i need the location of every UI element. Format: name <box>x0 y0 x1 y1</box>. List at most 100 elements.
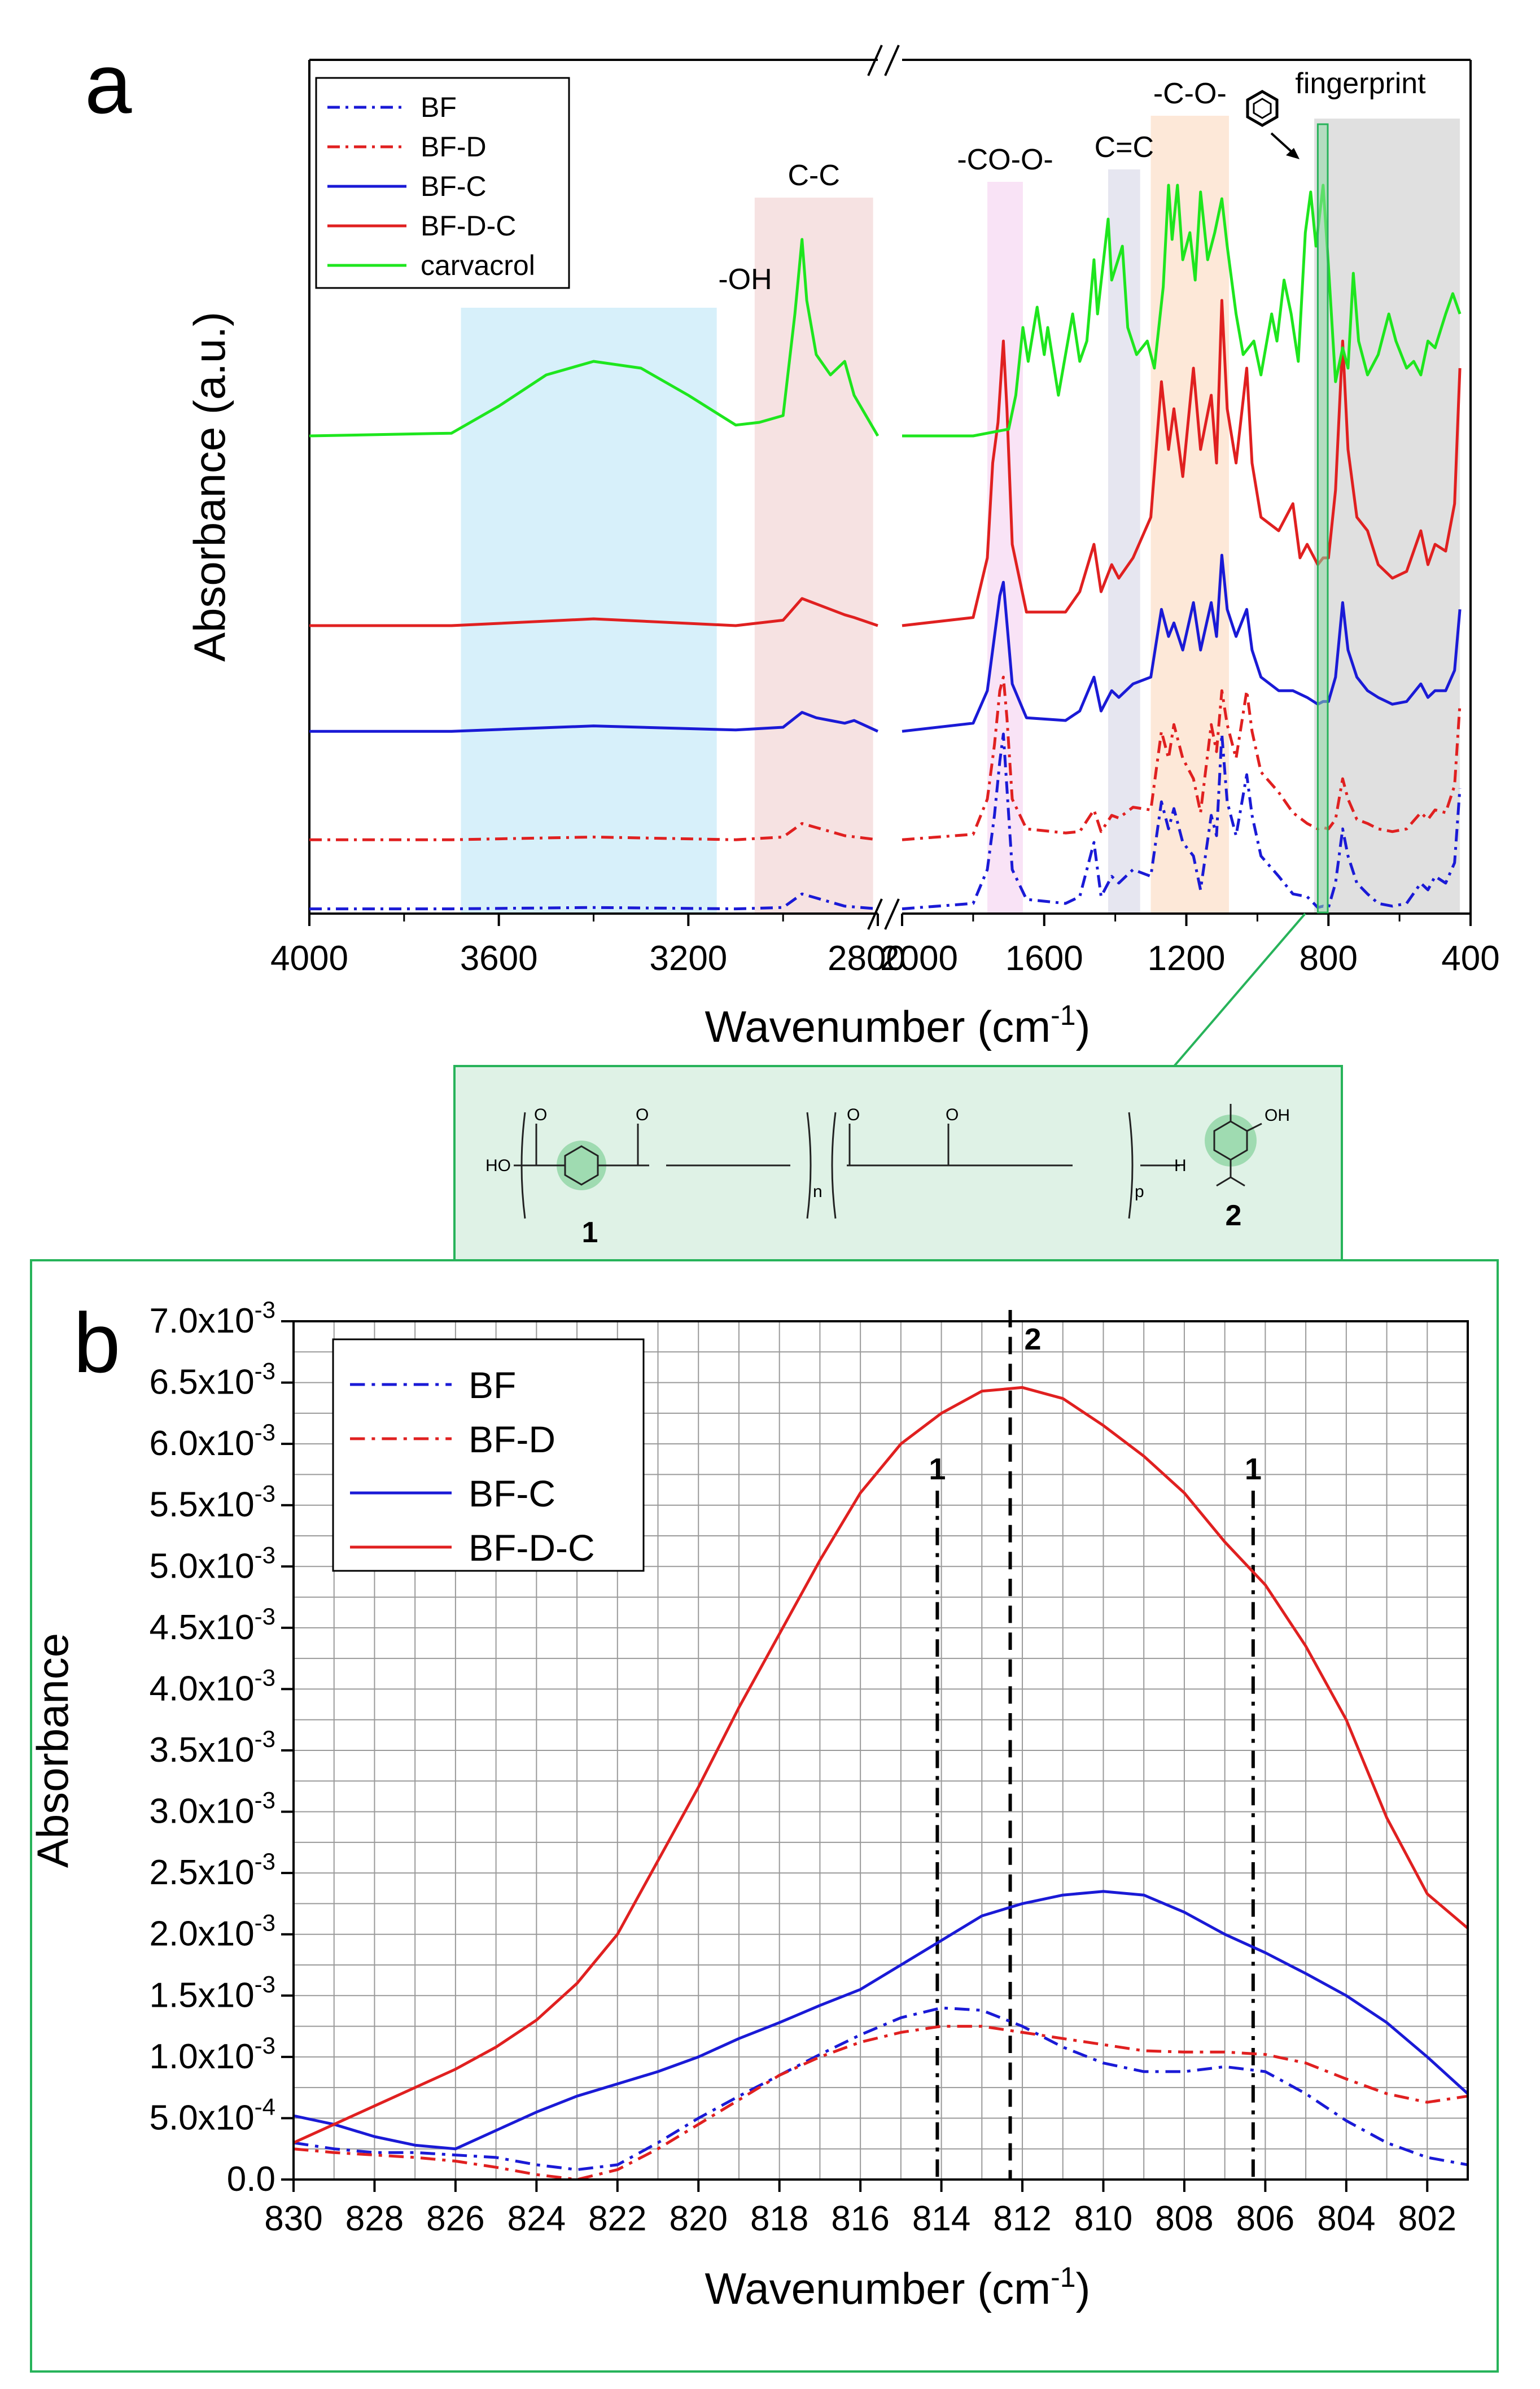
legend-b-label-BF: BF <box>469 1364 516 1406</box>
structure-text-o: O <box>636 1106 649 1124</box>
panel-b-y-tick-label: 4.5x10-3 <box>149 1603 275 1647</box>
panel-a-x-tick-label: 1200 <box>1148 939 1226 978</box>
carvacrol-structure <box>1205 1104 1262 1187</box>
series-b-BF <box>293 2006 1468 2172</box>
panel-b-x-tick-label: 802 <box>1398 2199 1456 2238</box>
panel-b-y-tick-label: 4.0x10-3 <box>149 1664 275 1708</box>
panel-b-x-tick-label: 822 <box>588 2199 646 2238</box>
panel-b-series <box>292 1386 1469 2181</box>
panel-b-x-tick-label: 826 <box>426 2199 484 2238</box>
structure-text-ho: HO <box>485 1156 511 1175</box>
panel-b-y-tick-label: 5.0x10-3 <box>149 1541 275 1586</box>
connector-line <box>1173 912 1306 1067</box>
arrow-icon <box>1270 132 1300 159</box>
band-label-1: C-C <box>788 159 840 192</box>
series-a-BF-D-right <box>902 675 1462 841</box>
structure-text-oh: OH <box>1265 1106 1290 1125</box>
structure-text-h: H <box>1174 1156 1187 1175</box>
panel-a-x-tick-label: 400 <box>1441 939 1499 978</box>
benzene-ring-icon <box>1246 90 1279 127</box>
band-label-2: -CO-O- <box>957 143 1053 176</box>
legend-b-label-BF-D: BF-D <box>469 1418 555 1460</box>
series-a-BF-D-left <box>309 822 878 841</box>
structure-number-2: 2 <box>1226 1199 1242 1232</box>
marker-label-1: 2 <box>1024 1322 1041 1356</box>
panel-b-x-tick-label: 828 <box>345 2199 404 2238</box>
panel-b-y-tick-label: 6.0x10-3 <box>149 1419 275 1463</box>
series-b-BF-D-C <box>292 1386 1469 2145</box>
panel-b-x-tick-label: 812 <box>993 2199 1051 2238</box>
band-2 <box>987 182 1023 912</box>
panel-b-border <box>30 1259 1499 2373</box>
panel-a-x-tick-label: 2000 <box>880 939 958 978</box>
panel-a-band-labels: -OH C-C -CO-O- C=C -C-O- <box>718 77 1226 296</box>
structure-text-o: O <box>946 1106 959 1124</box>
panel-b-x-tick-label: 824 <box>508 2199 566 2238</box>
structure-text-o: O <box>534 1106 547 1124</box>
marker-label-2: 1 <box>1245 1452 1262 1486</box>
panel-b-y-tick-label: 5.0x10-4 <box>149 2093 275 2137</box>
panel-a-x-axis-title: Wavenumber (cm-1) <box>705 999 1090 1051</box>
panel-b-x-tick-label: 820 <box>670 2199 728 2238</box>
panel-b-y-tick-label: 0.0 <box>227 2160 275 2199</box>
series-a-BF-C-left <box>309 711 879 733</box>
band-5 <box>1314 119 1460 912</box>
panel-a-series <box>309 184 1462 911</box>
series-a-BF-D-C-left <box>309 597 878 627</box>
panel-b-legend: BF BF-D BF-C BF-D-C <box>332 1338 645 1572</box>
chemical-structure-box: HO O O O O n p H 1 OH 2 <box>453 1065 1343 1261</box>
panel-a-x-tick-label: 4000 <box>270 939 348 978</box>
structure-text-n: n <box>813 1182 823 1201</box>
marker-label-0: 1 <box>929 1452 946 1486</box>
panel-b-x-tick-label: 804 <box>1317 2199 1375 2238</box>
legend-a-label-BF: BF <box>421 91 457 123</box>
panel-a-legend-box <box>315 77 570 289</box>
legend-a-label-BF-D: BF-D <box>421 131 487 163</box>
panel-b-y-tick-label: 1.5x10-3 <box>149 1971 275 2015</box>
band-label-0: -OH <box>718 263 772 296</box>
panel-b-y-tick-label: 3.5x10-3 <box>149 1726 275 1770</box>
series-a-BF-C-right <box>902 553 1462 733</box>
axis-break-bottom-1 <box>867 898 883 930</box>
panel-a-y-axis-title: Absorbance (a.u.) <box>185 312 234 662</box>
series-a-BF-right <box>902 732 1462 911</box>
panel-a-letter: a <box>85 36 132 131</box>
panel-b: b 121 830 828 826 824 822 820 818 816 814 812 810 8… <box>28 1259 1499 2373</box>
structure-text-p: p <box>1135 1182 1144 1201</box>
panel-b-x-tick-label: 814 <box>912 2199 970 2238</box>
legend-b-label-BF-D-C: BF-D-C <box>469 1527 595 1569</box>
panel-b-x-tick-label: 806 <box>1236 2199 1294 2238</box>
legend-a-label-BF-C: BF-C <box>421 171 487 202</box>
series-a-BF-left <box>309 892 878 911</box>
panel-b-ticks: 830 828 826 824 822 820 818 816 814 812 810 808 806 8… <box>149 1296 1456 2238</box>
legend-a-label-BF-D-C: BF-D-C <box>421 210 516 242</box>
panel-a-x-tick-label: 1600 <box>1005 939 1083 978</box>
axis-break-top-2 <box>884 45 900 76</box>
panel-a-bands <box>461 116 1460 912</box>
band-label-4: -C-O- <box>1153 77 1227 110</box>
panel-a: a -OHC-C -CO-O- C=C-C-O- 4000 3600 3200 28002… <box>85 36 1500 1261</box>
panel-b-y-axis-title: Absorbance <box>28 1633 77 1868</box>
band-1 <box>754 198 873 912</box>
axis-break-top-1 <box>867 45 883 76</box>
panel-b-y-tick-label: 2.0x10-3 <box>149 1910 275 1954</box>
series-a-carvacrol-left <box>309 238 880 438</box>
panel-b-x-tick-label: 816 <box>831 2199 889 2238</box>
panel-b-y-tick-label: 5.5x10-3 <box>149 1480 275 1525</box>
panel-b-x-tick-label: 830 <box>264 2199 322 2238</box>
series-b-BF-D <box>293 2025 1468 2181</box>
series-b-BF-C <box>293 1890 1469 2151</box>
fingerprint-label: fingerprint <box>1295 67 1426 100</box>
panel-b-y-tick-label: 2.5x10-3 <box>149 1848 275 1892</box>
panel-b-y-tick-label: 1.0x10-3 <box>149 2032 275 2076</box>
monomer-structure-1 <box>514 1112 1180 1219</box>
panel-a-x-tick-label: 3600 <box>460 939 538 978</box>
panel-b-vertical-markers: 1 2 1 <box>929 1310 1262 2180</box>
panel-a-x-tick-label: 800 <box>1300 939 1358 978</box>
panel-b-x-tick-label: 808 <box>1155 2199 1213 2238</box>
structure-text-o: O <box>847 1106 860 1124</box>
panel-b-y-tick-label: 6.5x10-3 <box>149 1358 275 1402</box>
